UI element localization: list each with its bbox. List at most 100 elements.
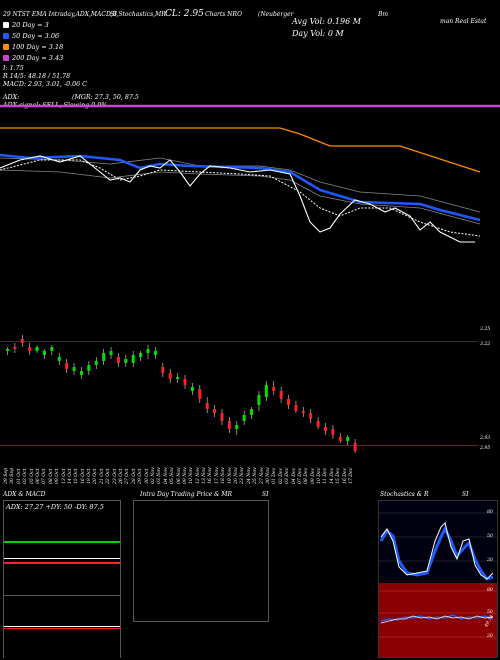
stochastics-panel: 80 50 20 80 50 20 49.78 bbox=[378, 500, 498, 658]
macd-signal-line bbox=[4, 628, 120, 629]
candle-body bbox=[42, 351, 46, 355]
date-tick-label: 24 Nov bbox=[246, 467, 252, 484]
header-indicators: 29 NTST EMA Intraday,ADX,MACD,B bbox=[3, 11, 117, 18]
ema-line bbox=[0, 159, 481, 237]
charts-label: Charts NRO bbox=[205, 11, 242, 18]
date-tick-label: 29 Oct bbox=[138, 468, 144, 485]
close-price: CL: 2.95 bbox=[165, 9, 204, 19]
stoch-tick: 80 bbox=[487, 510, 493, 515]
candle-body bbox=[227, 421, 231, 429]
candle-body bbox=[338, 437, 342, 441]
sma100-line bbox=[0, 127, 481, 173]
adx-subpanel: ADX: 27.27 +DY: 50 -DY: 87.5 bbox=[4, 501, 120, 594]
candle-body bbox=[20, 339, 24, 343]
candle-body bbox=[205, 403, 209, 409]
stoch-k-line bbox=[379, 525, 494, 581]
price-gridline bbox=[0, 341, 478, 342]
date-tick-label: 18 Nov bbox=[221, 467, 227, 484]
candle-body bbox=[94, 361, 98, 365]
candle-body bbox=[346, 437, 350, 441]
candle-body bbox=[242, 415, 246, 421]
price-label: 3.22 bbox=[480, 342, 491, 347]
stat-r: R 14/5: 48.18 / 51.78 bbox=[3, 73, 71, 80]
candle-body bbox=[264, 385, 268, 397]
candle-body bbox=[176, 377, 180, 379]
candle-body bbox=[28, 347, 32, 351]
date-tick-label: 03 Nov bbox=[157, 467, 163, 484]
stat-mgr: (MGR: 27.3, 50, 87.5 bbox=[72, 94, 139, 101]
adx-panel-title: ADX & MACD bbox=[3, 491, 46, 498]
date-tick-label: 01 Dec bbox=[272, 467, 278, 484]
candle-body bbox=[146, 349, 150, 353]
date-tick-label: 16 Oct bbox=[80, 468, 86, 485]
avg-volume: Avg Vol: 0.196 M bbox=[292, 17, 361, 26]
date-tick-label: 05 Oct bbox=[29, 468, 35, 485]
date-tick-label: 20 Oct bbox=[93, 468, 99, 485]
candle-body bbox=[198, 389, 202, 399]
date-tick-label: 19 Oct bbox=[87, 468, 93, 485]
stochastics-chart bbox=[379, 501, 497, 581]
date-tick-label: 12 Nov bbox=[195, 467, 201, 484]
date-tick-label: 06 Nov bbox=[176, 467, 182, 484]
ma-legend: 20 Day = 3 50 Day = 3.06 100 Day = 3.18 … bbox=[3, 19, 63, 63]
candlestick-chart bbox=[6, 335, 357, 453]
legend-swatch-icon bbox=[3, 32, 9, 39]
stat-adx: ADX: bbox=[3, 94, 20, 101]
bm-label: Bm bbox=[378, 11, 389, 18]
intraday-panel bbox=[133, 500, 269, 622]
candle-body bbox=[79, 371, 83, 375]
mrsi-tick: 50 bbox=[487, 610, 493, 615]
price-label: 2.93 bbox=[480, 436, 491, 441]
date-tick-label: 20 Nov bbox=[234, 467, 239, 484]
date-tick-label: 30 Nov bbox=[265, 467, 271, 484]
candle-body bbox=[50, 347, 54, 351]
candle-body bbox=[183, 379, 187, 385]
legend-swatch-icon bbox=[3, 43, 9, 50]
candle-body bbox=[272, 387, 276, 391]
date-tick-label: 09 Nov bbox=[182, 467, 188, 484]
candle-body bbox=[57, 357, 61, 361]
stoch-si-label: SI bbox=[462, 491, 469, 498]
date-tick-label: 01 Oct bbox=[16, 468, 22, 485]
date-tick-label: 13 Oct bbox=[61, 468, 67, 485]
date-axis: 29 Sep 30 Sep 01 Oct 02 Oct 05 Oct 06 Oct 07 O… bbox=[0, 458, 370, 488]
stoch-tick: 50 bbox=[487, 534, 493, 539]
candle-body bbox=[309, 413, 313, 419]
mrsi-chart bbox=[379, 583, 497, 657]
legend-100day: 100 Day = 3.18 bbox=[3, 41, 63, 52]
mrsi-tick: 80 bbox=[487, 588, 493, 593]
candle-body bbox=[353, 443, 357, 451]
price-label: 2.95 bbox=[480, 446, 491, 451]
date-tick-label: 02 Nov bbox=[150, 467, 156, 484]
candle-body bbox=[190, 387, 194, 391]
moving-average-chart bbox=[0, 104, 500, 243]
date-tick-label: 08 Oct bbox=[48, 468, 54, 485]
intraday-panel-title: Intra Day Trading Price & MR bbox=[140, 491, 233, 498]
sma50-line bbox=[0, 153, 481, 222]
candle-body bbox=[6, 349, 9, 351]
date-tick-label: 22 Oct bbox=[106, 468, 112, 485]
adx-values: ADX: 27.27 +DY: 50 -DY: 87.5 bbox=[6, 503, 104, 511]
macd-line bbox=[4, 626, 120, 627]
candle-body bbox=[161, 367, 165, 373]
stoch-d-line bbox=[380, 522, 494, 580]
stoch-tick: 20 bbox=[487, 558, 493, 563]
candle-body bbox=[220, 413, 224, 421]
adx-macd-panel: ADX: 27.27 +DY: 50 -DY: 87.5 bbox=[3, 500, 121, 658]
date-tick-label: 03 Dec bbox=[285, 467, 291, 484]
candle-body bbox=[331, 429, 335, 435]
candle-body bbox=[250, 409, 254, 415]
candle-body bbox=[131, 355, 135, 363]
date-tick-label: 02 Oct bbox=[23, 468, 29, 485]
candle-body bbox=[13, 347, 17, 349]
candle-body bbox=[109, 351, 113, 355]
date-tick-label: 26 Oct bbox=[119, 468, 124, 485]
legend-swatch-icon bbox=[3, 54, 9, 61]
date-tick-label: 30 Oct bbox=[144, 468, 150, 485]
mrsi-tick: 20 bbox=[487, 634, 493, 639]
intraday-si-label: SI bbox=[262, 491, 269, 498]
candle-body bbox=[257, 395, 261, 405]
date-tick-label: 14 Dec bbox=[329, 467, 335, 484]
date-tick-label: 13 Nov bbox=[202, 467, 208, 484]
date-tick-label: 02 Dec bbox=[278, 467, 284, 484]
